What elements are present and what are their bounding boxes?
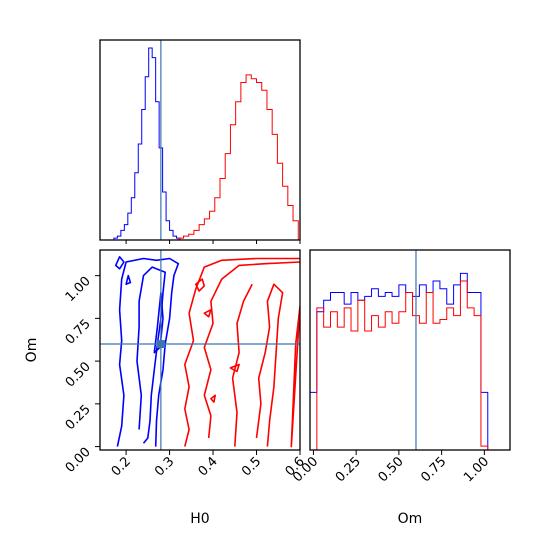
- truth-marker: [157, 340, 165, 348]
- om-axis-title: Om: [24, 338, 40, 363]
- om-x-axis-title: Om: [398, 511, 423, 527]
- h0-axis-title: H0: [190, 511, 209, 527]
